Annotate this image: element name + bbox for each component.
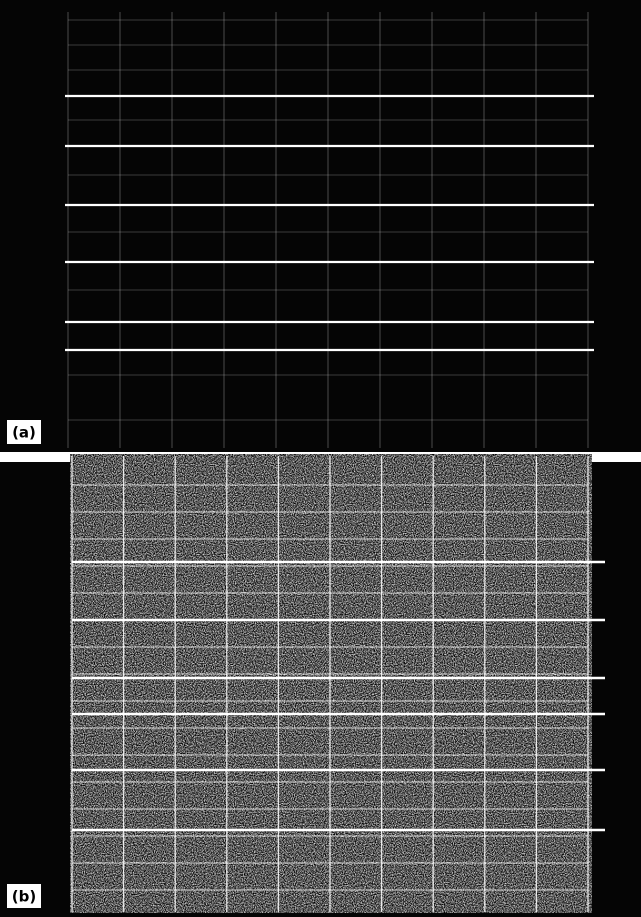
panel-label: (b) bbox=[12, 888, 36, 906]
panel-a-background bbox=[0, 0, 641, 452]
screen-b-noise bbox=[70, 454, 592, 913]
graticule bbox=[65, 12, 605, 912]
label-box-b bbox=[7, 884, 41, 908]
panel-label: (a) bbox=[12, 424, 36, 442]
label-box-a bbox=[7, 420, 41, 444]
